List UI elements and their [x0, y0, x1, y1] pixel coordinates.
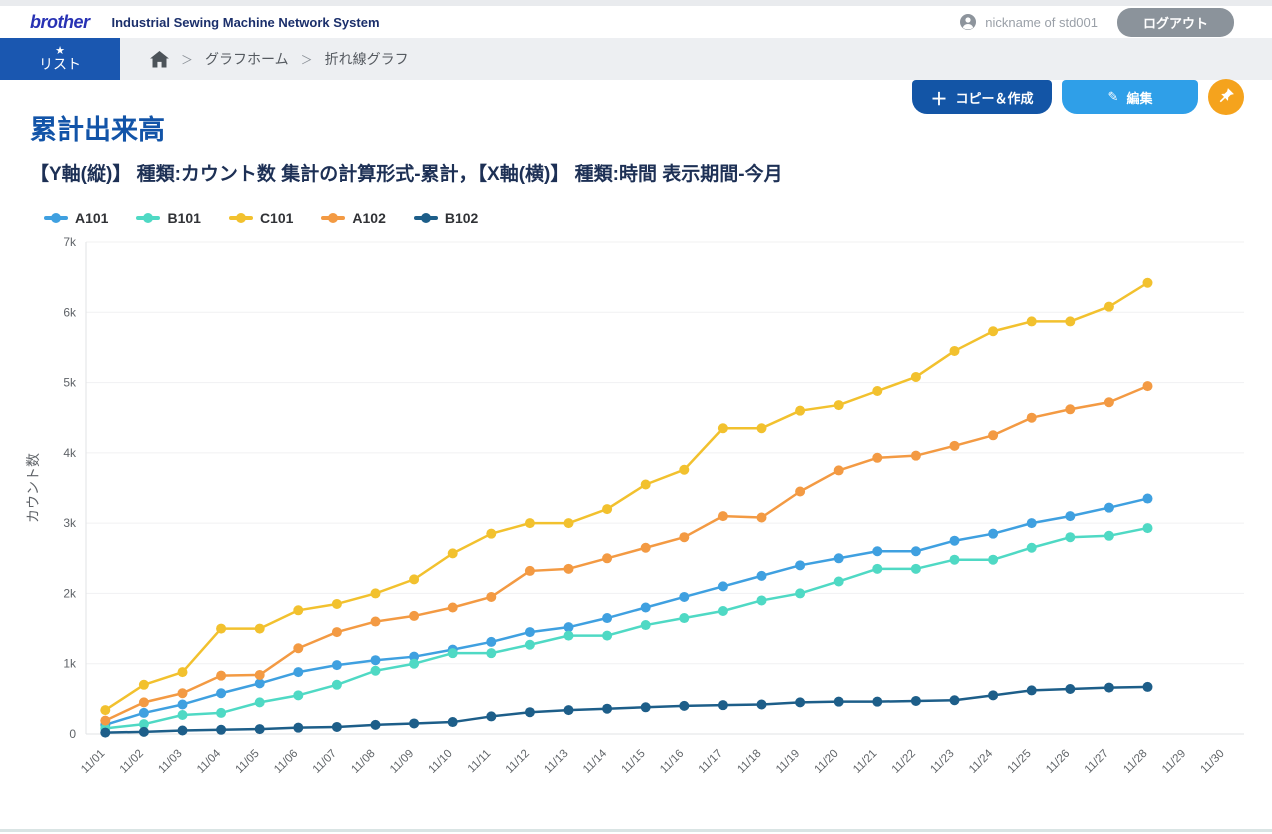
svg-text:11/26: 11/26 — [1044, 748, 1072, 776]
svg-text:11/09: 11/09 — [388, 748, 416, 776]
edit-button[interactable]: ✎ 編集 — [1062, 80, 1198, 114]
header-user-area: nickname of std001 ログアウト — [960, 7, 1272, 37]
axis-settings-summary: 【Y軸(縦)】 種類:カウント数 集計の計算形式-累計，【X軸(横)】 種類:時… — [30, 164, 783, 185]
svg-text:11/21: 11/21 — [851, 748, 879, 776]
legend-marker-icon — [413, 213, 438, 223]
legend-label: C101 — [259, 210, 294, 226]
svg-text:11/28: 11/28 — [1121, 748, 1149, 776]
legend-marker-icon — [44, 213, 68, 223]
star-icon: ★ — [55, 45, 65, 58]
svg-text:11/02: 11/02 — [118, 748, 146, 776]
svg-text:11/17: 11/17 — [697, 748, 725, 776]
svg-text:5k: 5k — [63, 376, 77, 390]
legend-item-A102[interactable]: A102 — [321, 210, 386, 226]
copy-create-label: コピー＆作成 — [955, 90, 1034, 106]
copy-create-button[interactable]: ＋ コピー＆作成 — [912, 80, 1052, 114]
legend-item-A101[interactable]: A101 — [44, 210, 108, 226]
legend-item-B101[interactable]: B101 — [136, 210, 201, 226]
svg-text:11/07: 11/07 — [311, 748, 339, 776]
legend-item-B102[interactable]: B102 — [413, 210, 479, 226]
pencil-icon: ✎ — [1107, 89, 1119, 104]
svg-text:11/03: 11/03 — [156, 748, 184, 776]
svg-text:11/25: 11/25 — [1006, 748, 1034, 776]
legend-label: B102 — [444, 210, 479, 226]
svg-text:11/12: 11/12 — [504, 748, 532, 776]
edit-label: 編集 — [1126, 90, 1153, 106]
line-chart[interactable]: 0 1k 2k 3k 4k 5k 6k 7k 11/01 11/02 11/03 11/04 11/05… — [22, 228, 1254, 816]
svg-text:3k: 3k — [63, 516, 77, 530]
svg-text:4k: 4k — [63, 446, 77, 460]
app-title: Industrial Sewing Machine Network System — [111, 14, 380, 30]
svg-text:0: 0 — [69, 727, 76, 741]
page-title: 累計出来高 — [30, 115, 165, 145]
chart-legend: A101 B101 C101 A102 B102 — [44, 210, 1272, 226]
breadcrumb-current: 折れ線グラフ — [324, 51, 409, 67]
svg-text:11/30: 11/30 — [1199, 748, 1227, 776]
svg-text:11/04: 11/04 — [195, 747, 224, 776]
svg-text:11/05: 11/05 — [234, 748, 262, 776]
plus-icon: ＋ — [930, 89, 948, 109]
svg-text:11/24: 11/24 — [967, 747, 996, 776]
legend-marker-icon — [228, 213, 253, 223]
svg-text:11/13: 11/13 — [542, 748, 570, 776]
nav-row: ★ リスト ＞ グラフホーム ＞ 折れ線グラフ — [0, 38, 1272, 80]
app-header: brother Industrial Sewing Machine Networ… — [0, 6, 1272, 38]
svg-text:カウント数: カウント数 — [25, 453, 41, 523]
svg-text:11/06: 11/06 — [272, 748, 300, 776]
home-icon[interactable] — [150, 50, 169, 68]
logout-button[interactable]: ログアウト — [1116, 7, 1234, 37]
pushpin-icon — [1218, 87, 1235, 107]
svg-text:11/18: 11/18 — [735, 748, 763, 776]
legend-label: A101 — [75, 210, 109, 226]
svg-text:11/10: 11/10 — [427, 748, 455, 776]
user-icon — [960, 14, 977, 30]
breadcrumb-separator: ＞ — [181, 52, 194, 67]
svg-text:11/11: 11/11 — [466, 748, 494, 776]
list-tab-label: リスト — [39, 56, 81, 73]
svg-text:11/16: 11/16 — [658, 748, 686, 776]
svg-text:11/15: 11/15 — [620, 748, 648, 776]
toolbar: ＋ コピー＆作成 ✎ 編集 — [912, 79, 1244, 115]
svg-text:11/22: 11/22 — [890, 748, 918, 776]
breadcrumb-graph-home[interactable]: グラフホーム — [205, 51, 289, 67]
svg-text:11/20: 11/20 — [813, 748, 841, 776]
legend-marker-icon — [136, 213, 161, 223]
svg-text:11/19: 11/19 — [774, 748, 802, 776]
user-nickname: nickname of std001 — [985, 14, 1098, 30]
svg-text:11/23: 11/23 — [928, 748, 956, 776]
list-tab[interactable]: ★ リスト — [0, 38, 120, 80]
svg-text:6k: 6k — [63, 305, 77, 319]
breadcrumb-separator: ＞ — [300, 52, 313, 67]
legend-marker-icon — [321, 213, 346, 223]
legend-label: A102 — [352, 210, 386, 226]
svg-text:11/08: 11/08 — [349, 748, 377, 776]
svg-text:11/29: 11/29 — [1160, 748, 1188, 776]
svg-text:11/01: 11/01 — [79, 748, 107, 776]
top-strip — [0, 0, 1272, 6]
bottom-divider — [0, 829, 1272, 832]
svg-text:11/27: 11/27 — [1083, 748, 1111, 776]
legend-item-C101[interactable]: C101 — [228, 210, 294, 226]
svg-text:1k: 1k — [63, 657, 77, 671]
breadcrumb: ＞ グラフホーム ＞ 折れ線グラフ — [120, 38, 1272, 80]
svg-text:11/14: 11/14 — [581, 747, 610, 776]
legend-label: B101 — [167, 210, 201, 226]
svg-text:2k: 2k — [63, 586, 77, 600]
svg-text:7k: 7k — [63, 235, 77, 249]
pin-button[interactable] — [1208, 79, 1244, 115]
brother-logo: brother — [30, 11, 90, 32]
